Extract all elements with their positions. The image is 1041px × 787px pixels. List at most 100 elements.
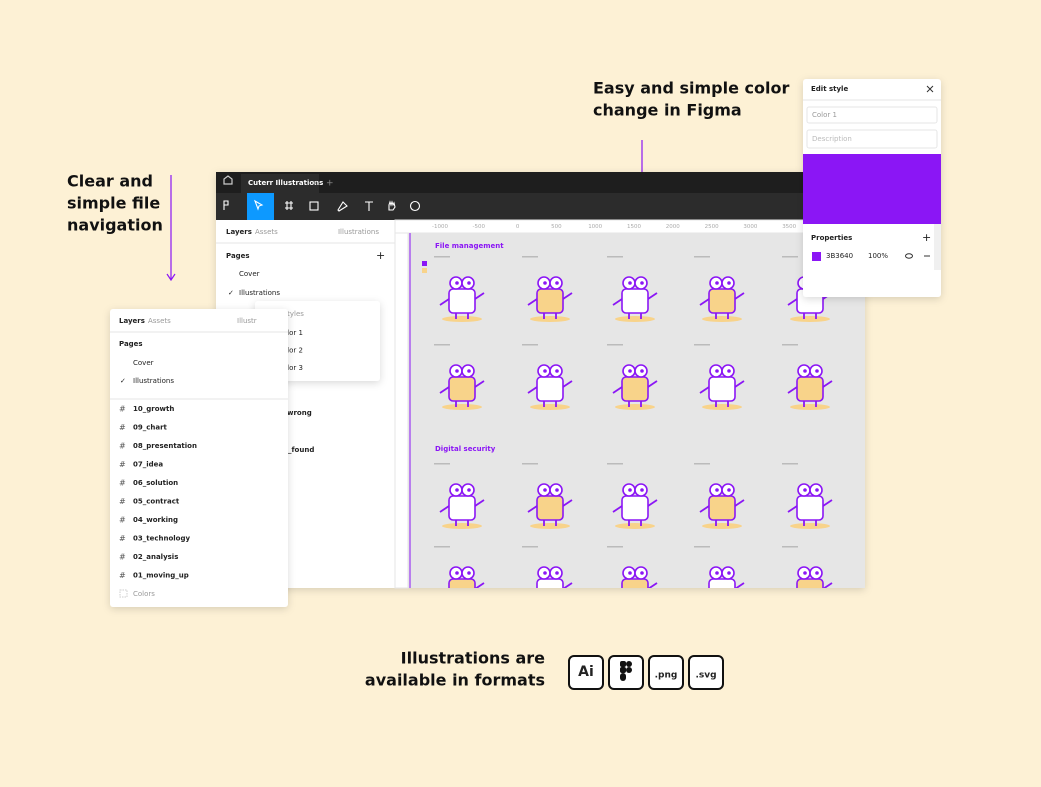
illustration-limbs (612, 380, 658, 407)
page-item[interactable]: Cover (133, 359, 154, 367)
description-input[interactable] (806, 129, 938, 149)
illustration-pupil (803, 488, 807, 492)
caption-line (522, 463, 538, 465)
illustration-limbs (734, 582, 745, 588)
ruler-label: 1000 (588, 224, 602, 230)
tab-bar (216, 172, 865, 193)
frame-icon: # (119, 423, 126, 432)
illustration-shadow (530, 523, 570, 529)
hex-value[interactable]: 3B3640 (826, 252, 853, 260)
illustration-pupil (628, 281, 632, 285)
illustration (607, 256, 658, 322)
illustration-pupil (815, 571, 819, 575)
layer-item[interactable]: wrong (287, 409, 312, 417)
color-name[interactable]: Color 2 (278, 347, 303, 355)
ruler-label: -500 (473, 224, 486, 230)
section-title: Properties (811, 234, 852, 242)
illustration-pupil (555, 281, 559, 285)
page-select[interactable]: Illustrations (338, 228, 379, 236)
illustration-pupil (640, 281, 644, 285)
add-page[interactable]: + (376, 249, 385, 262)
layer-item[interactable]: 10_growth (133, 405, 174, 413)
layer-item[interactable]: 02_analysis (133, 553, 178, 561)
format-label: Ai (578, 664, 594, 680)
panel-tab[interactable]: Layers (119, 317, 145, 325)
layer-item[interactable]: 09_chart (133, 424, 168, 432)
page-item[interactable]: Illustrations (239, 289, 280, 297)
close-icon[interactable] (926, 85, 934, 93)
tab[interactable] (241, 174, 319, 193)
illustration (522, 463, 573, 529)
tab-title: Cuterr Illustrations (248, 179, 323, 187)
ruler-label: 2500 (705, 224, 719, 230)
panel-title: Edit style (811, 85, 848, 93)
caption-line (782, 463, 798, 465)
page-item[interactable]: Illustrations (133, 377, 174, 385)
illustration-shadow (530, 404, 570, 410)
tab-close[interactable]: × (312, 179, 318, 187)
illustration (694, 463, 745, 529)
panel-tab[interactable]: Assets (255, 228, 278, 236)
illustration-body (536, 495, 564, 521)
move-tool[interactable] (247, 193, 274, 220)
ruler-label: 3500 (782, 224, 796, 230)
panel-tab[interactable]: Layers (226, 228, 252, 236)
home-icon[interactable] (223, 175, 233, 185)
layer-item[interactable]: 06_solution (133, 479, 178, 487)
color-name[interactable]: Color 1 (278, 329, 303, 337)
name-input[interactable] (806, 106, 938, 124)
ruler-label: -1000 (432, 224, 448, 230)
layer-item[interactable]: 01_moving_up (133, 572, 189, 580)
illustration-body (536, 578, 564, 588)
ruler-label: 3000 (743, 224, 757, 230)
caption-line (522, 344, 538, 346)
illustration-limbs (439, 499, 485, 526)
ruler-label: 500 (551, 224, 562, 230)
annotation: change in Figma (593, 101, 742, 120)
illustration-pupil (815, 488, 819, 492)
illustration-shadow (442, 523, 482, 529)
frame-icon: # (119, 405, 126, 414)
layer-item[interactable]: Colors (133, 590, 155, 598)
illustration-pupil (555, 488, 559, 492)
color-name[interactable]: Color 3 (278, 364, 303, 372)
caption-line (694, 256, 710, 258)
illustration-limbs (527, 292, 573, 319)
caption-line (607, 344, 623, 346)
illustration (607, 463, 658, 529)
section-title: File management (435, 242, 504, 250)
illustration-pupil (640, 369, 644, 373)
format-icons (568, 655, 724, 690)
description-placeholder: Description (812, 135, 852, 143)
illustration (607, 546, 658, 588)
opacity-value[interactable]: 100% (868, 252, 888, 260)
illustration (782, 344, 833, 410)
layer-item[interactable]: 04_working (133, 516, 178, 524)
layer-item[interactable]: 05_contract (133, 498, 180, 506)
illustration-limbs (439, 380, 485, 407)
illustration-shadow (615, 523, 655, 529)
page-item[interactable]: Cover (239, 270, 260, 278)
layer-item[interactable]: _found (288, 446, 314, 454)
new-tab[interactable]: + (326, 179, 334, 189)
layers-panel (110, 309, 288, 607)
illustration-body (621, 495, 649, 521)
check: ✓ (228, 289, 234, 297)
panel-tab[interactable]: Assets (148, 317, 171, 325)
layer-item[interactable]: 07_idea (133, 461, 163, 469)
add-property[interactable]: + (922, 231, 931, 244)
illustration-pupil (803, 571, 807, 575)
caption-line (607, 546, 623, 548)
illustration-shadow (615, 316, 655, 322)
visibility-icon[interactable] (905, 253, 913, 259)
layer-item[interactable]: 08_presentation (133, 442, 197, 450)
caption-line (607, 463, 623, 465)
illustration-body (448, 376, 476, 402)
illustration-shadow (702, 316, 742, 322)
illustration-pupil (628, 369, 632, 373)
frame-icon: # (119, 460, 126, 469)
illustration (434, 344, 485, 410)
layer-item[interactable]: 03_technology (133, 535, 190, 543)
page-select[interactable]: Illustr (237, 317, 257, 325)
color-swatch[interactable] (812, 252, 821, 261)
